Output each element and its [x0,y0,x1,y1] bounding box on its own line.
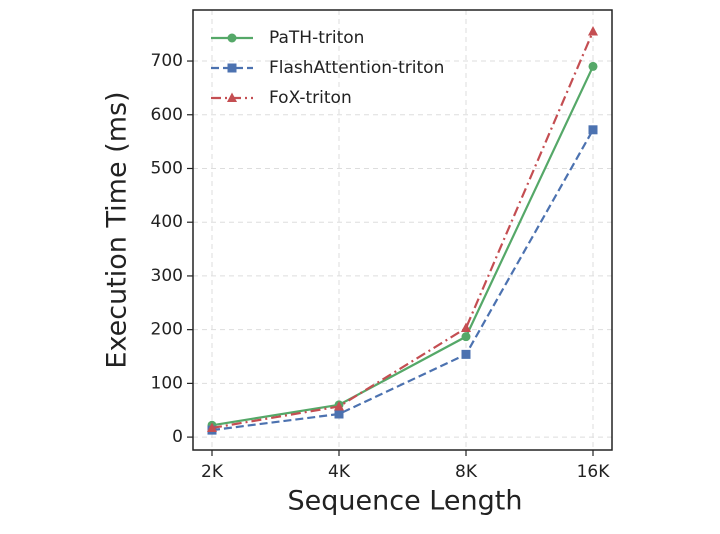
y-tick-label: 100 [151,373,183,393]
data-point [461,322,471,333]
plot-frame [192,9,613,451]
data-point [334,400,344,411]
data-point [334,409,344,419]
data-point [588,61,598,71]
legend: PaTH-triton FlashAttention-triton FoX-trit… [211,28,444,108]
legend-label: FoX-triton [269,88,352,108]
x-tick-label: 2K [201,462,224,482]
data-point [207,422,217,432]
y-tick-label: 200 [151,320,183,340]
y-tick-label: 0 [172,427,183,447]
x-tick-label: 16K [577,462,611,482]
y-tick-label: 700 [151,51,183,71]
data-point [461,349,471,359]
legend-label: FlashAttention-triton [269,58,444,78]
y-tick-label: 400 [151,212,183,232]
legend-label: PaTH-triton [269,28,364,48]
data-point [461,332,471,342]
legend-marker [227,33,237,43]
y-axis-label: Execution Time (ms) [102,91,133,368]
data-point [588,25,598,36]
y-tick-label: 300 [151,266,183,286]
y-tick-label: 600 [151,105,183,125]
x-tick-label: 8K [455,462,478,482]
legend-marker [227,92,237,102]
series-line [211,129,594,432]
x-axis-label: Sequence Length [288,486,523,517]
x-tick-label: 4K [328,462,351,482]
series-line [211,65,594,427]
data-point [588,125,598,135]
legend-marker [227,63,237,73]
y-tick-label: 500 [151,158,183,178]
series-line [211,31,595,430]
